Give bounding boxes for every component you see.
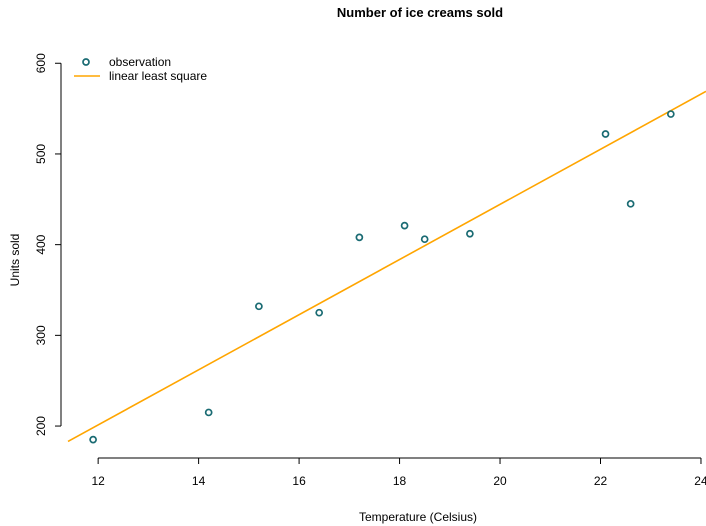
x-tick-label: 16 [292,474,306,488]
plot-area [67,90,706,444]
observation-point [315,308,324,317]
legend-observation-label: observation [109,55,171,69]
observation-point [255,302,263,311]
legend-observation-marker [82,58,90,66]
y-axis: 200 300 400 500 600 [34,53,62,436]
y-tick-label: 400 [34,234,48,254]
y-tick-label: 500 [34,144,48,164]
observation-point [466,229,474,238]
observation-point [420,235,429,244]
observation-point [601,130,610,138]
legend-fit-label: linear least square [109,69,207,83]
observation-point [666,110,675,118]
observation-point [626,199,635,208]
x-axis-title: Temperature (Celsius) [359,510,477,524]
y-axis-title: Units sold [8,234,22,287]
legend: observation linear least square [74,55,207,83]
chart-title: Number of ice creams sold [337,5,503,20]
x-axis: 12 14 16 18 20 22 24 [91,457,706,488]
observation-point [204,408,213,417]
x-tick-label: 20 [493,474,507,488]
y-tick-label: 300 [34,325,48,345]
least-squares-line [67,90,706,443]
x-tick-label: 24 [694,474,706,488]
observation-point [89,435,97,444]
y-tick-label: 600 [34,53,48,73]
x-tick-label: 22 [594,474,608,488]
y-tick-label: 200 [34,416,48,436]
x-tick-label: 12 [91,474,105,488]
observation-point [400,221,409,230]
x-tick-label: 14 [192,474,206,488]
observation-point [355,233,364,242]
x-tick-label: 18 [393,474,407,488]
